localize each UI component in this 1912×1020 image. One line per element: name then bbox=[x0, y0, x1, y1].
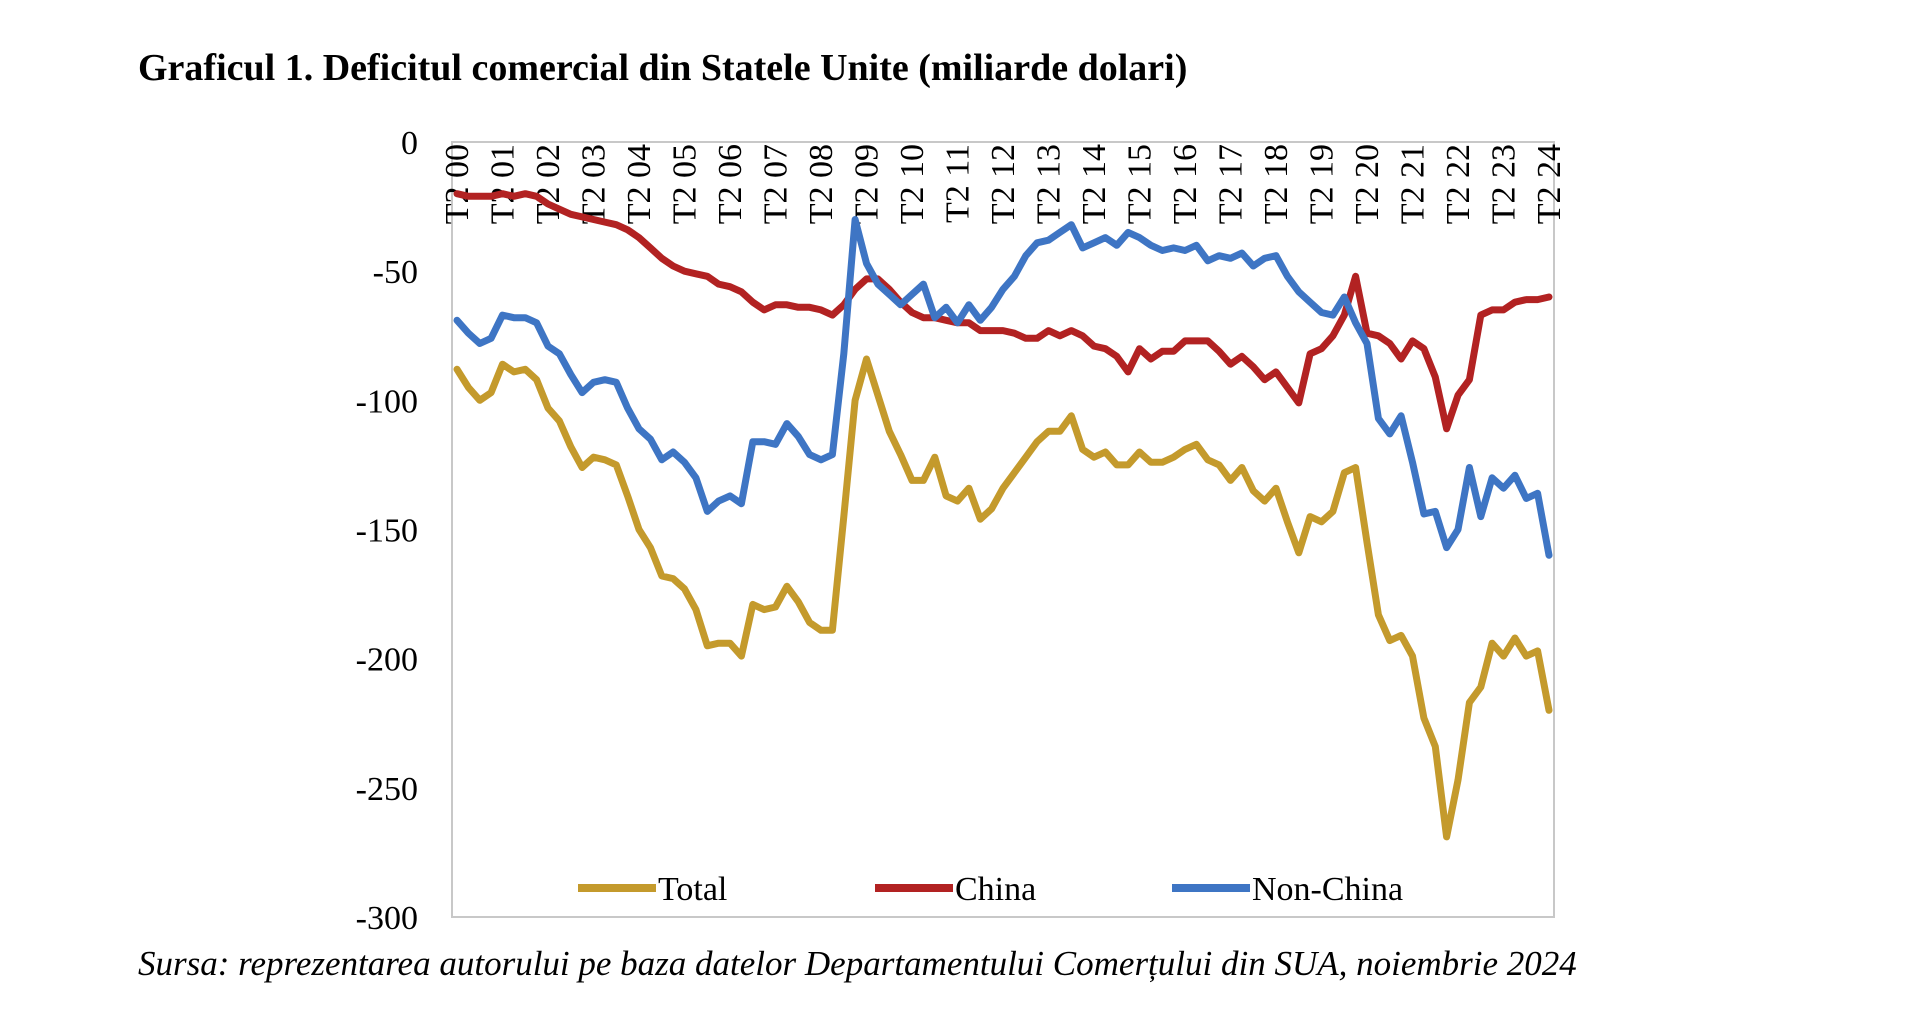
x-tick-label: T2 12 bbox=[985, 144, 1022, 224]
x-tick-label: T2 01 bbox=[485, 144, 522, 224]
x-tick-label: T2 19 bbox=[1304, 144, 1341, 224]
legend-label: Total bbox=[658, 871, 727, 908]
legend-label: Non-China bbox=[1252, 871, 1403, 908]
x-tick-label: T2 15 bbox=[1122, 144, 1159, 224]
y-tick-label: 0 bbox=[401, 125, 418, 162]
x-tick-label: T2 00 bbox=[439, 144, 476, 224]
y-tick-label: -100 bbox=[356, 383, 418, 420]
x-tick-label: T2 23 bbox=[1486, 144, 1523, 224]
legend-label: China bbox=[955, 871, 1036, 908]
x-tick-label: T2 22 bbox=[1440, 144, 1477, 224]
series-lines bbox=[453, 190, 1553, 841]
x-tick-label: T2 05 bbox=[667, 144, 704, 224]
x-tick-label: T2 24 bbox=[1531, 144, 1568, 224]
y-tick-label: -300 bbox=[356, 900, 418, 937]
x-tick-label: T2 20 bbox=[1349, 144, 1386, 224]
y-axis: 0 -50 -100 -150 -200 -250 -300 bbox=[356, 125, 418, 937]
x-tick-label: T2 10 bbox=[894, 144, 931, 224]
x-tick-label: T2 04 bbox=[621, 144, 658, 224]
x-tick-label: T2 16 bbox=[1167, 144, 1204, 224]
y-tick-label: -250 bbox=[356, 771, 418, 808]
x-tick-label: T2 11 bbox=[940, 144, 977, 223]
y-tick-label: -50 bbox=[373, 254, 418, 291]
legend: Total China Non-China bbox=[578, 871, 1403, 908]
plot-area bbox=[451, 141, 1555, 918]
x-tick-label: T2 07 bbox=[758, 144, 795, 224]
x-tick-label: T2 17 bbox=[1213, 144, 1250, 224]
series-line-china bbox=[453, 190, 1553, 433]
x-tick-label: T2 08 bbox=[803, 144, 840, 224]
x-tick-label: T2 21 bbox=[1395, 144, 1432, 224]
x-tick-label: T2 09 bbox=[849, 144, 886, 224]
x-tick-label: T2 14 bbox=[1076, 144, 1113, 224]
chart-source-note: Sursa: reprezentarea autorului pe baza d… bbox=[138, 944, 1577, 983]
x-tick-label: T2 03 bbox=[576, 144, 613, 224]
x-tick-label: T2 06 bbox=[712, 144, 749, 224]
series-line-non-china bbox=[453, 216, 1553, 559]
y-tick-label: -150 bbox=[356, 513, 418, 550]
plot-frame bbox=[451, 141, 1555, 918]
series-line-total bbox=[453, 355, 1553, 841]
x-axis: T2 00 T2 01 T2 02 T2 03 T2 04 T2 05 T2 06 T2 07… bbox=[439, 144, 1568, 224]
x-tick-label: T2 18 bbox=[1258, 144, 1295, 224]
x-tick-label: T2 13 bbox=[1031, 144, 1068, 224]
y-tick-label: -200 bbox=[356, 642, 418, 679]
chart-title: Graficul 1. Deficitul comercial din Stat… bbox=[138, 47, 1188, 89]
